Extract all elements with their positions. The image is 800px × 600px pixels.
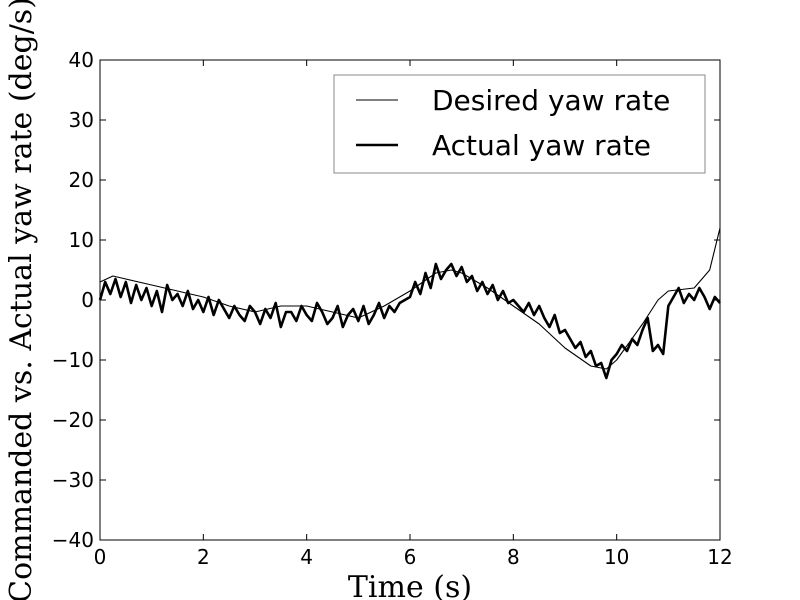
y-axis-title: Commanded vs. Actual yaw rate (deg/s)	[4, 0, 39, 600]
y-tick-label: −20	[52, 408, 94, 432]
legend-label-desired: Desired yaw rate	[432, 84, 670, 117]
x-tick-label: 6	[404, 545, 417, 569]
legend-box	[333, 74, 706, 174]
plot-frame	[99, 59, 721, 541]
y-tick-label: 20	[69, 168, 94, 192]
y-tick-label: 30	[69, 108, 94, 132]
x-tick-label: 4	[300, 545, 313, 569]
legend: Desired yaw rate Actual yaw rate	[333, 74, 706, 174]
x-tick-label: 8	[507, 545, 520, 569]
y-tick-label: −40	[52, 528, 94, 552]
tick-label-layer: 0 2 4 6 8 10 12 −40 −30 −20 −10 0 10 20 30 40	[52, 48, 733, 569]
y-tick-label: −30	[52, 468, 94, 492]
x-tick-label: 0	[94, 545, 107, 569]
y-tick-label: 10	[69, 228, 94, 252]
x-tick-label: 2	[197, 545, 210, 569]
x-axis-title: Time (s)	[348, 570, 472, 600]
y-tick-label: −10	[52, 348, 94, 372]
x-tick-label: 12	[707, 545, 732, 569]
y-tick-label: 0	[81, 288, 94, 312]
series-layer	[98, 227, 721, 380]
y-tick-label: 40	[69, 48, 94, 72]
series-line-actual-yaw-rate	[98, 262, 721, 380]
x-tick-label: 10	[604, 545, 629, 569]
series-line-desired-yaw-rate	[99, 227, 721, 370]
legend-label-actual: Actual yaw rate	[432, 129, 651, 162]
